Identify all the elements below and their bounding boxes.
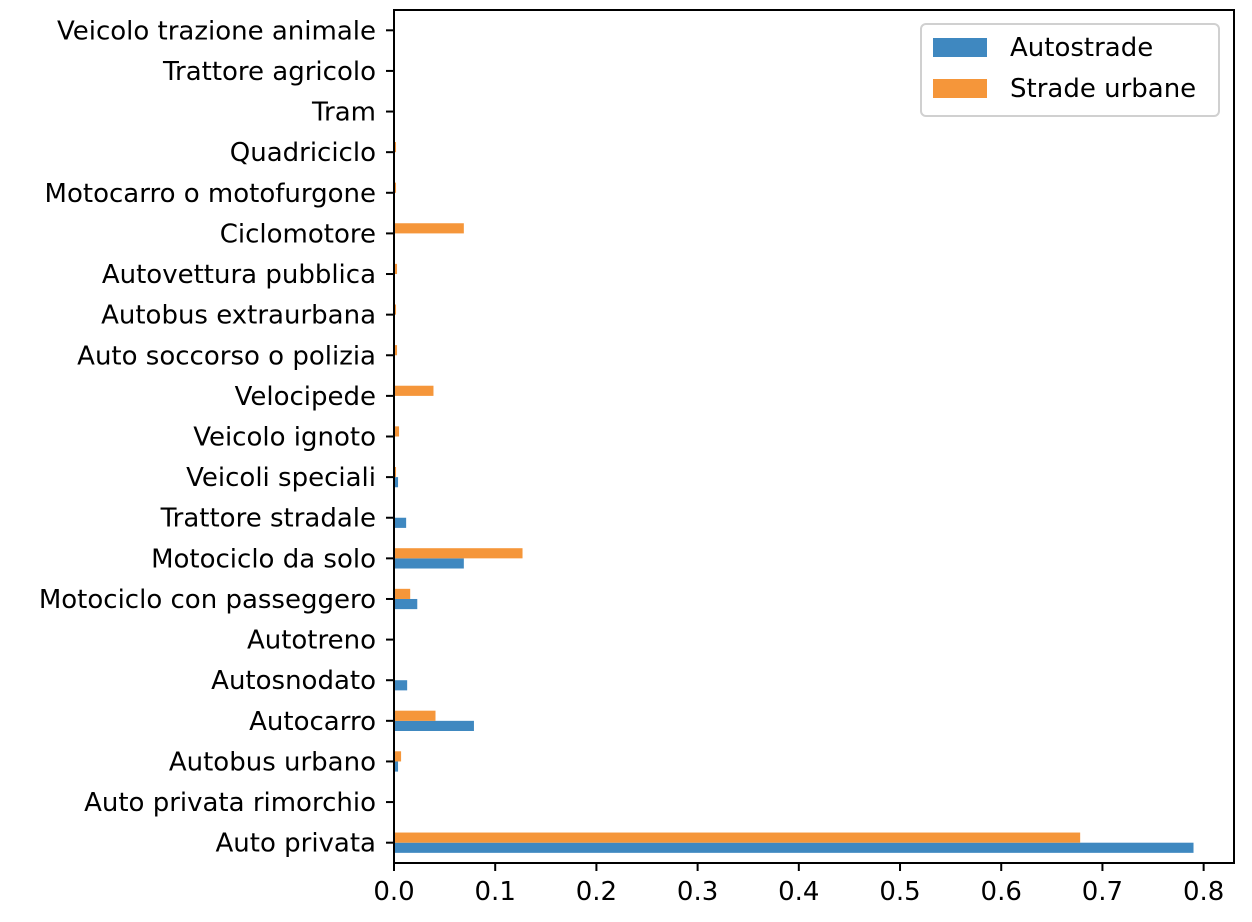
bar-autostrade bbox=[394, 517, 407, 528]
y-tick-label: Autotreno bbox=[247, 626, 376, 656]
x-axis-ticks: 0.0 0.1 0.2 0.3 0.4 0.5 0.6 0.7 0.8 bbox=[373, 863, 1224, 907]
x-tick-label: 0.8 bbox=[1183, 877, 1224, 907]
bar-strade-urbane bbox=[394, 751, 402, 762]
bar-strade-urbane bbox=[394, 345, 398, 356]
bar-autostrade bbox=[394, 680, 408, 691]
bar-autostrade bbox=[394, 842, 1194, 853]
legend-swatch bbox=[933, 38, 987, 57]
x-tick-label: 0.4 bbox=[778, 877, 819, 907]
y-axis-ticks: Auto privata Auto privata rimorchio Autobu… bbox=[39, 16, 394, 859]
bar-strade-urbane bbox=[394, 223, 464, 234]
y-tick-label: Velocipede bbox=[235, 382, 376, 412]
y-tick-label: Veicolo ignoto bbox=[193, 423, 376, 453]
y-tick-label: Ciclomotore bbox=[220, 219, 376, 249]
y-tick-label: Autovettura pubblica bbox=[102, 260, 376, 290]
legend: Autostrade Strade urbane bbox=[920, 23, 1220, 117]
x-tick-label: 0.2 bbox=[576, 877, 617, 907]
bar-strade-urbane bbox=[394, 304, 397, 315]
bar-strade-urbane bbox=[394, 182, 397, 193]
y-tick-label: Quadriciclo bbox=[230, 138, 376, 168]
legend-swatch bbox=[933, 79, 987, 98]
bar-strade-urbane bbox=[394, 832, 1081, 843]
y-tick-label: Autobus urbano bbox=[169, 747, 376, 777]
bar-autostrade bbox=[394, 477, 399, 488]
x-tick-label: 0.1 bbox=[475, 877, 516, 907]
y-tick-label: Auto privata rimorchio bbox=[84, 788, 376, 818]
y-tick-label: Veicoli speciali bbox=[186, 463, 376, 493]
y-tick-label: Autocarro bbox=[249, 707, 376, 737]
bar-strade-urbane bbox=[394, 426, 400, 437]
bar-autostrade bbox=[394, 720, 474, 731]
x-tick-label: 0.7 bbox=[1082, 877, 1123, 907]
legend-label: Strade urbane bbox=[1010, 74, 1196, 104]
y-tick-label: Autosnodato bbox=[211, 666, 376, 696]
bar-autostrade bbox=[394, 598, 418, 610]
x-tick-label: 0.5 bbox=[879, 877, 920, 907]
y-tick-label: Motociclo con passeggero bbox=[39, 585, 376, 615]
y-tick-label: Autobus extraurbana bbox=[101, 301, 376, 331]
y-tick-label: Veicolo trazione animale bbox=[57, 16, 376, 46]
bars-layer bbox=[394, 142, 1194, 853]
bar-strade-urbane bbox=[394, 548, 523, 559]
bar-autostrade bbox=[394, 558, 464, 569]
y-tick-label: Auto privata bbox=[216, 829, 377, 859]
bar-strade-urbane bbox=[394, 466, 397, 478]
bar-autostrade bbox=[394, 761, 399, 772]
legend-label: Autostrade bbox=[1010, 33, 1153, 63]
bar-strade-urbane bbox=[394, 710, 436, 721]
y-tick-label: Tram bbox=[311, 98, 376, 128]
bar-strade-urbane bbox=[394, 263, 398, 275]
y-tick-label: Trattore agricolo bbox=[162, 57, 376, 87]
plot-frame bbox=[393, 9, 1235, 864]
y-tick-label: Auto soccorso o polizia bbox=[77, 341, 376, 371]
bar-strade-urbane bbox=[394, 142, 397, 153]
legend-box bbox=[920, 23, 1220, 117]
y-tick-label: Motociclo da solo bbox=[151, 544, 376, 574]
x-tick-label: 0.3 bbox=[677, 877, 718, 907]
bar-strade-urbane bbox=[394, 385, 434, 396]
x-tick-label: 0.0 bbox=[373, 877, 414, 907]
x-tick-label: 0.6 bbox=[981, 877, 1022, 907]
bar-strade-urbane bbox=[394, 588, 411, 599]
y-tick-label: Trattore stradale bbox=[160, 504, 376, 534]
y-tick-label: Motocarro o motofurgone bbox=[45, 179, 376, 209]
